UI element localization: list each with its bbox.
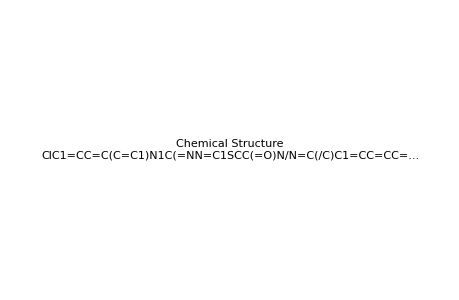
Text: Chemical Structure
ClC1=CC=C(C=C1)N1C(=NN=C1SCC(=O)N/N=C(/C)C1=CC=CC=...: Chemical Structure ClC1=CC=C(C=C1)N1C(=N… bbox=[41, 139, 418, 161]
